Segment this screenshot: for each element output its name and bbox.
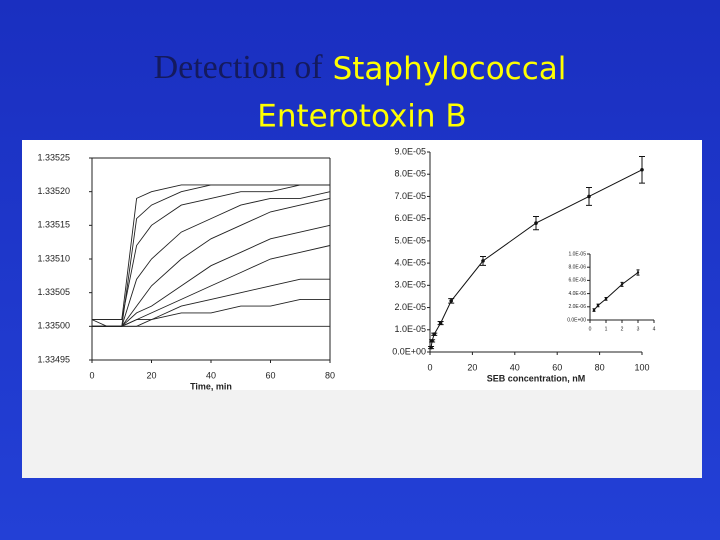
y-tick-label: 0.0E+00 [392,346,426,356]
x-axis-label: Time, min [190,381,232,391]
series-line [92,184,330,321]
x-tick-label: 1 [605,326,608,332]
x-tick-label: 60 [265,370,275,380]
data-point [534,221,538,225]
left-plot-bg [22,140,358,390]
y-tick-label: 7.0E-05 [394,191,426,201]
data-point [604,297,608,301]
data-point [636,271,640,274]
y-tick-label: 1.33495 [37,354,70,364]
y-tick-label: 2.0E-06 [568,304,586,310]
data-point [592,308,596,312]
data-point [587,194,591,199]
x-tick-label: 2 [621,326,624,332]
x-axis-label: SEB concentration, nM [487,373,586,383]
x-tick-label: 0 [427,362,432,372]
x-tick-label: 20 [467,362,477,372]
y-tick-label: 1.33520 [37,186,70,196]
x-tick-label: 40 [510,362,520,372]
y-tick-label: 1.33525 [37,152,70,162]
x-tick-label: 3 [637,326,640,332]
data-point [438,321,443,325]
data-point [481,259,485,263]
title-line2: Enterotoxin B [257,99,466,135]
y-tick-label: 1.33500 [37,321,70,331]
data-point [640,167,644,172]
y-tick-label: 4.0E-06 [568,291,586,297]
y-tick-label: 9.0E-05 [394,146,426,156]
data-point [430,339,434,343]
slide-title: Detection of Staphylococcal [154,49,567,87]
y-tick-label: 1.33515 [37,220,70,230]
y-tick-label: 3.0E-05 [394,280,426,290]
x-tick-label: 60 [552,362,562,372]
y-tick-label: 6.0E-05 [394,213,426,223]
data-point [620,283,624,286]
y-tick-label: 4.0E-05 [394,257,426,267]
data-point [449,299,454,303]
y-tick-label: 0.0E+00 [567,317,586,323]
x-tick-label: 20 [146,370,156,380]
y-tick-label: 1.33510 [37,253,70,263]
y-tick-label: 1.0E-05 [568,251,586,257]
title-highlight: Staphylococcal [333,51,567,87]
y-tick-label: 5.0E-05 [394,235,426,245]
data-point [429,345,433,350]
y-tick-label: 1.0E-05 [394,324,426,334]
y-tick-label: 1.33505 [37,287,70,297]
x-tick-label: 4 [653,326,656,332]
data-point [432,332,437,337]
data-point [596,304,600,307]
x-tick-label: 80 [325,370,335,380]
y-tick-label: 8.0E-06 [568,265,586,271]
y-tick-label: 6.0E-06 [568,278,586,284]
x-tick-label: 0 [89,370,94,380]
title-lead: Detection of [154,49,324,86]
x-tick-label: 80 [595,362,605,372]
x-tick-label: 0 [589,326,592,332]
x-tick-label: 100 [634,362,649,372]
x-tick-label: 40 [206,370,216,380]
y-tick-label: 2.0E-05 [394,302,426,312]
y-tick-label: 8.0E-05 [394,169,426,179]
